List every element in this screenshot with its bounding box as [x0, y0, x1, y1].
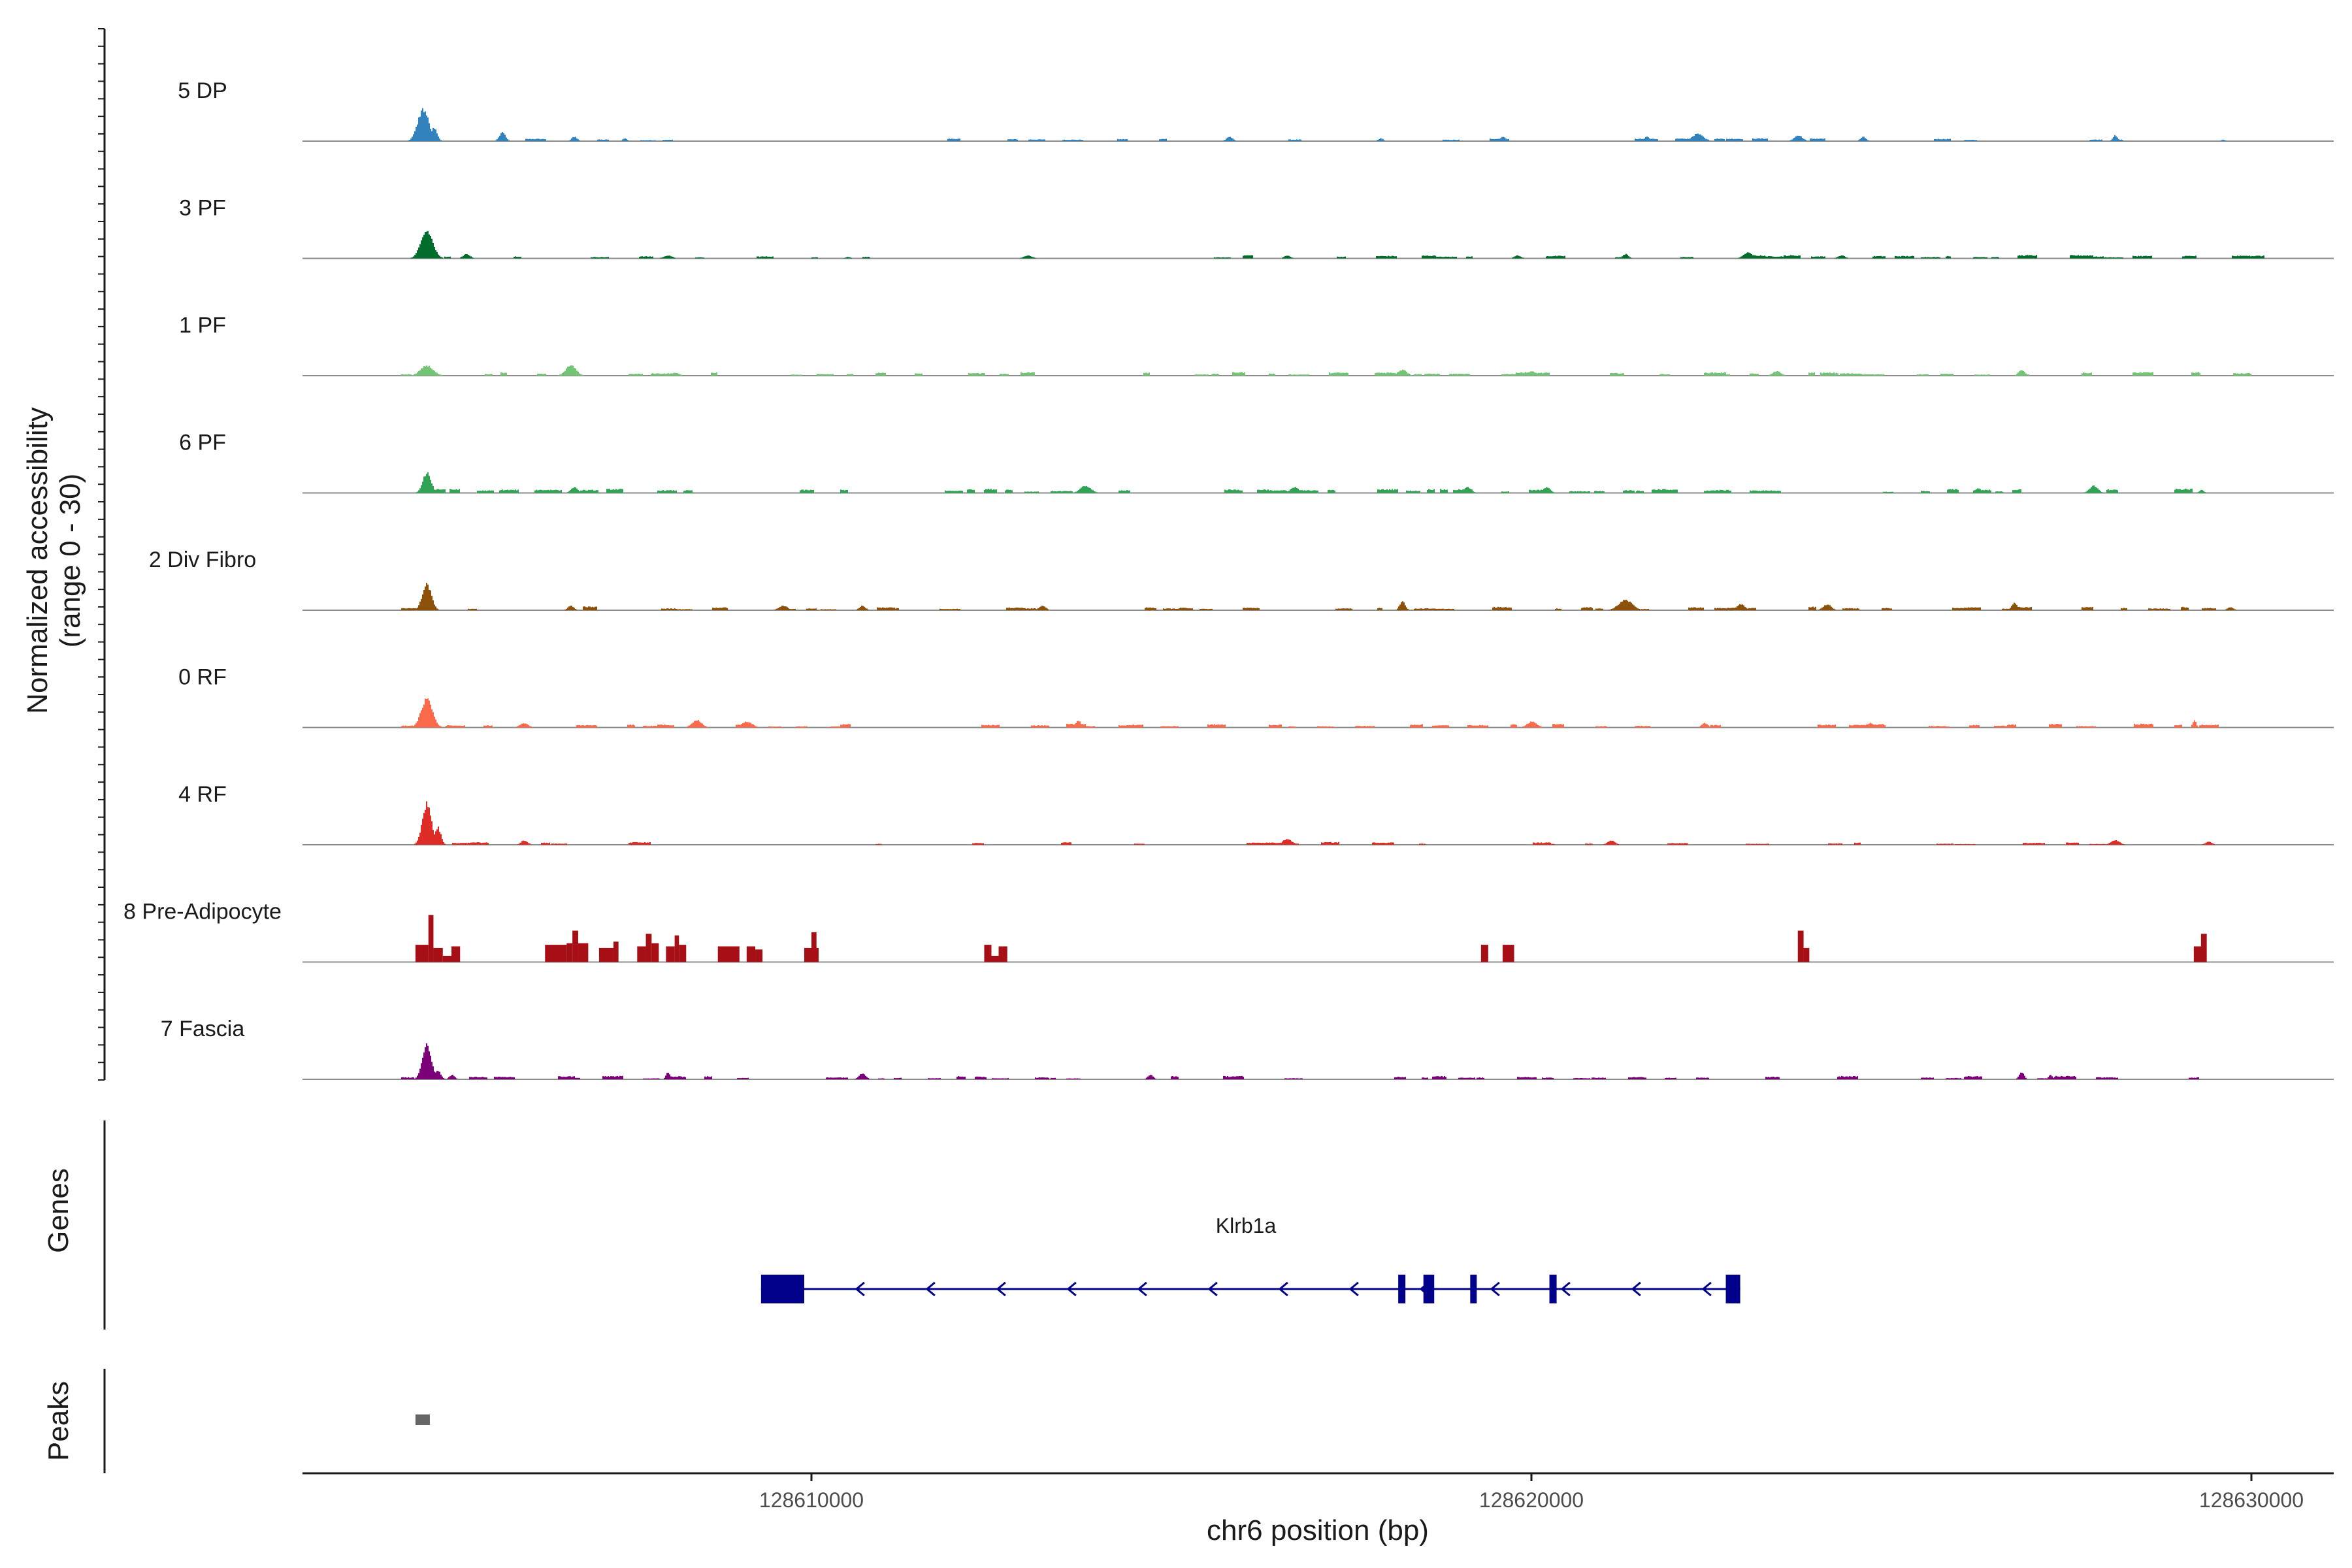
gene-exon [1549, 1275, 1557, 1303]
track-2-div-fibro [302, 583, 2334, 611]
coverage-area [401, 365, 2251, 376]
gene-exon [1398, 1275, 1406, 1303]
coverage-block [598, 947, 613, 962]
coverage-block [645, 934, 652, 962]
strand-chevron [1278, 1281, 1288, 1297]
track-label: 5 DP [178, 78, 227, 103]
track-6-pf [302, 472, 2334, 494]
track-label: 6 PF [179, 431, 226, 455]
coverage-block [674, 935, 679, 962]
track-8-pre-adipocyte [302, 915, 2334, 963]
coverage-block [666, 946, 675, 962]
coverage-area [416, 472, 2206, 493]
coverage-block [578, 943, 589, 962]
track-5-dp [302, 108, 2334, 142]
coverage-area [410, 231, 2264, 259]
track-label: 1 PF [179, 313, 226, 338]
x-axis-tick-label: 128620000 [1479, 1488, 1584, 1512]
strand-chevron [1137, 1281, 1147, 1297]
coverage-block [746, 946, 756, 962]
coverage-area [414, 801, 2215, 845]
coverage-block [451, 946, 461, 962]
peaks-track-title: Peaks [42, 1381, 74, 1461]
coverage-block [1797, 930, 1804, 962]
strand-chevron [1560, 1281, 1571, 1297]
track-4-rf [302, 801, 2334, 845]
strand-chevron [1207, 1281, 1218, 1297]
coverage-block [811, 932, 817, 962]
genes-track-title: Genes [42, 1168, 74, 1253]
coverage-block [984, 945, 992, 962]
track-7-fascia [302, 1043, 2334, 1080]
peak-region [415, 1414, 430, 1425]
gene-name-label: Klrb1a [1216, 1214, 1277, 1237]
strand-chevron [925, 1281, 936, 1297]
coverage-block [1803, 947, 1810, 962]
coverage-block [755, 949, 763, 962]
coverage-block [651, 943, 659, 962]
gene-exon [1725, 1275, 1740, 1303]
track-label: 0 RF [178, 665, 227, 690]
track-label: 2 Div Fibro [149, 547, 256, 572]
y-axis-title-range: (range 0 - 30) [54, 474, 86, 648]
x-axis: 128610000 128620000 128630000 [302, 1472, 2334, 1512]
strand-chevron [1631, 1281, 1641, 1297]
coverage-block [545, 945, 567, 962]
strand-chevron [1066, 1281, 1077, 1297]
coverage-block [717, 946, 740, 962]
coverage-block [1480, 945, 1488, 962]
coverage-block [433, 947, 443, 962]
x-axis-title: chr6 position (bp) [1207, 1514, 1429, 1546]
coverage-block [442, 955, 451, 962]
track-0-rf [302, 698, 2334, 728]
track-3-pf [302, 231, 2334, 259]
coverage-block [2200, 934, 2207, 962]
x-axis-tick-label: 128610000 [759, 1488, 864, 1512]
track-label: 4 RF [178, 782, 227, 807]
coverage-block [1502, 945, 1514, 962]
coverage-block [637, 946, 646, 962]
strand-chevron [1490, 1281, 1500, 1297]
accessibility-tracks [302, 108, 2334, 1080]
strand-chevron [855, 1281, 865, 1297]
gene-exon [1423, 1275, 1435, 1303]
coverage-area [401, 583, 2236, 610]
coverage-block [613, 941, 619, 962]
coverage-block [991, 955, 999, 962]
track-label: 7 Fascia [161, 1017, 245, 1041]
y-axis [98, 28, 106, 1081]
x-axis-tick-label: 128630000 [2199, 1488, 2304, 1512]
gene-exon [1470, 1275, 1477, 1303]
coverage-area [401, 1043, 2199, 1079]
strand-chevron [1701, 1281, 1712, 1297]
y-axis-title: Normalized accessibility [22, 407, 54, 713]
coverage-block [679, 945, 687, 962]
track-labels: 5 DP 3 PF 1 PF 6 PF 2 Div Fibro 0 RF 4 RF 8 Pre… [123, 78, 282, 1041]
coverage-area [401, 698, 2219, 728]
peaks-track [103, 1369, 430, 1473]
strand-chevron [1348, 1281, 1359, 1297]
track-1-pf [302, 365, 2334, 376]
coverage-area [408, 108, 2227, 141]
gene-track: Klrb1a [103, 1120, 1740, 1330]
coverage-block [428, 915, 434, 962]
coverage-block [566, 943, 573, 962]
coverage-block [998, 946, 1007, 962]
coverage-block [572, 930, 578, 962]
track-label: 8 Pre-Adipocyte [123, 900, 282, 924]
strand-chevron [996, 1281, 1006, 1297]
track-label: 3 PF [179, 196, 226, 221]
coverage-block [415, 945, 429, 962]
gene-exon [760, 1275, 804, 1303]
